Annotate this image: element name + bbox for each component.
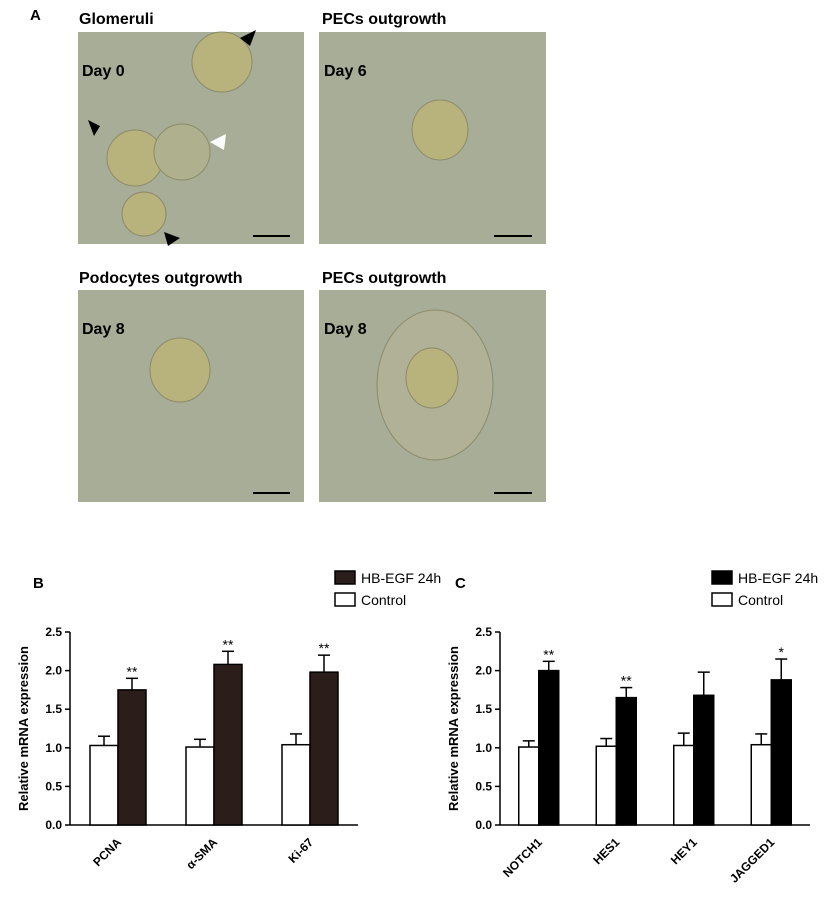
panel-label: C [455, 575, 466, 592]
micrograph [78, 30, 304, 246]
panel-title: PECs outgrowth [322, 11, 446, 28]
day-label: Day 8 [324, 321, 367, 338]
bar [770, 679, 792, 826]
significance-label: ** [223, 636, 234, 652]
day-label: Day 0 [82, 63, 125, 80]
legend-swatch [711, 570, 733, 585]
bar [281, 743, 311, 826]
bar [213, 663, 243, 826]
legend-label: HB-EGF 24h [738, 570, 818, 586]
micrograph [78, 290, 304, 502]
micrograph [319, 290, 546, 502]
y-tick-label: 2.5 [45, 625, 62, 639]
legend-label: Control [361, 592, 406, 608]
x-tick-label: HES1 [590, 835, 622, 867]
y-tick-label: 0.5 [475, 779, 492, 793]
bar [185, 746, 215, 826]
y-axis-label: Relative mRNA expression [446, 646, 461, 811]
y-tick-label: 2.0 [45, 664, 62, 678]
legend-swatch [334, 570, 356, 585]
x-tick-label: Ki-67 [285, 835, 316, 866]
bar [693, 694, 715, 826]
legend-label: HB-EGF 24h [361, 570, 441, 586]
legend-swatch [711, 592, 733, 607]
bar [538, 669, 560, 826]
panel-title: PECs outgrowth [322, 270, 446, 287]
micrograph [319, 32, 546, 244]
legend-label: Control [738, 592, 783, 608]
bar [615, 696, 637, 826]
significance-label: ** [319, 640, 330, 656]
x-tick-label: NOTCH1 [500, 835, 545, 880]
y-axis-label: Relative mRNA expression [16, 646, 31, 811]
y-tick-label: 1.0 [45, 741, 62, 755]
y-tick-label: 1.0 [475, 741, 492, 755]
bar [750, 743, 772, 826]
bar [117, 689, 147, 826]
significance-label: ** [621, 673, 632, 689]
bar [309, 671, 339, 826]
y-tick-label: 0.5 [45, 779, 62, 793]
significance-label: * [779, 644, 785, 660]
x-tick-label: JAGGED1 [727, 835, 778, 886]
bar [518, 746, 540, 826]
day-label: Day 6 [324, 63, 367, 80]
y-tick-label: 1.5 [45, 702, 62, 716]
bar [673, 744, 695, 826]
day-label: Day 8 [82, 321, 125, 338]
legend-swatch [334, 592, 356, 607]
bar [89, 744, 119, 826]
y-tick-label: 1.5 [475, 702, 492, 716]
panel-label: B [33, 575, 44, 592]
significance-label: ** [127, 663, 138, 679]
panel-title: Podocytes outgrowth [79, 270, 243, 287]
y-tick-label: 2.0 [475, 664, 492, 678]
y-tick-label: 0.0 [475, 818, 492, 832]
y-tick-label: 0.0 [45, 818, 62, 832]
panel-label: A [30, 7, 41, 24]
panel-title: Glomeruli [79, 11, 154, 28]
x-tick-label: PCNA [90, 835, 124, 869]
x-tick-label: HEY1 [668, 835, 700, 867]
y-tick-label: 2.5 [475, 625, 492, 639]
significance-label: ** [543, 646, 554, 662]
bar [595, 745, 617, 826]
x-tick-label: α-SMA [183, 835, 220, 872]
